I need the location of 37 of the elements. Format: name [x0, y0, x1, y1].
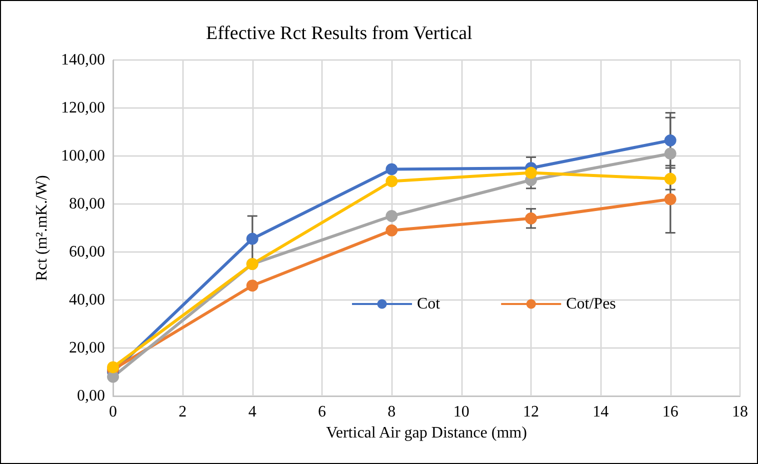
legend-label: Cot [417, 296, 441, 312]
x-tick-label: 0 [109, 404, 117, 420]
x-tick-label: 16 [662, 404, 678, 420]
point [107, 370, 119, 383]
x-tick-label: 4 [248, 404, 256, 420]
y-tick-label: 40,00 [69, 292, 105, 308]
point [386, 224, 398, 236]
point [525, 166, 537, 179]
x-tick-label: 12 [523, 404, 539, 420]
y-tick-label: 20,00 [69, 340, 105, 356]
point [246, 280, 258, 292]
point [386, 163, 398, 176]
x-tick-label: 10 [453, 404, 470, 420]
point [664, 172, 676, 185]
point [386, 210, 398, 222]
point [386, 175, 398, 188]
x-tick-label: 18 [732, 404, 748, 420]
x-axis-title: Vertical Air gap Distance (mm) [326, 424, 527, 442]
point [107, 361, 119, 374]
point [664, 193, 676, 206]
y-tick-label: 100,00 [61, 148, 105, 164]
y-tick-label: 140,00 [61, 52, 105, 68]
x-tick-label: 14 [592, 404, 609, 420]
point [664, 134, 676, 146]
y-tick-label: 120,00 [61, 100, 105, 116]
x-tick-label: 2 [178, 404, 187, 420]
point [525, 212, 537, 224]
y-tick-label: 0,00 [77, 388, 105, 404]
chart-title: Effective Rct Results from Vertical [206, 23, 472, 44]
y-tick-label: 60,00 [69, 244, 105, 260]
y-tick-label: 80,00 [69, 196, 105, 212]
x-tick-label: 8 [388, 404, 396, 420]
point [664, 148, 676, 160]
point [246, 232, 258, 245]
legend-label: Cot/Pes [566, 296, 616, 312]
x-tick-label: 6 [318, 404, 326, 420]
y-axis-title: Rct (m².mK./W) [34, 175, 51, 281]
